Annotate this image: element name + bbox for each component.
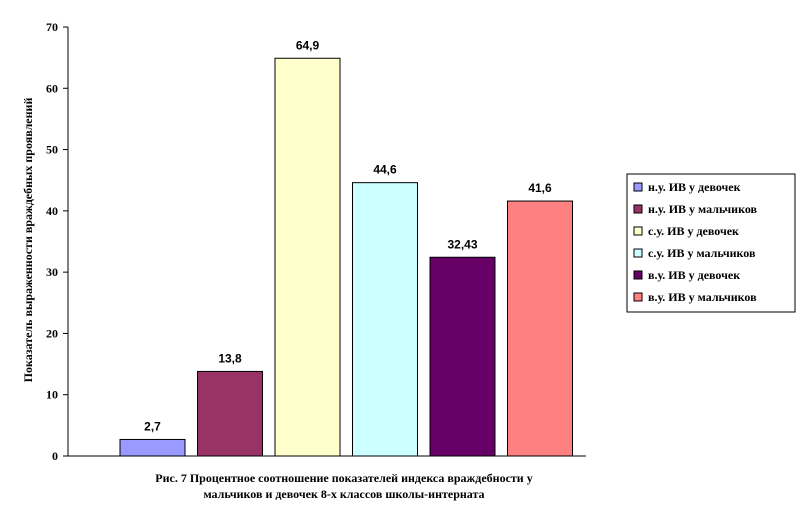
data-label: 44,6 — [373, 163, 397, 177]
legend-swatch — [633, 226, 643, 236]
data-label: 2,7 — [144, 419, 161, 433]
y-tick-label: 10 — [46, 388, 58, 402]
bar — [274, 57, 341, 457]
legend-entry: в.у. ИВ у мальчиков — [648, 290, 757, 304]
y-tick-label: 30 — [46, 265, 58, 279]
legend-swatch — [633, 204, 643, 214]
y-tick-label: 50 — [46, 143, 58, 157]
data-labels: 2,7 13,8 64,9 44,6 32,43 41,6 — [144, 38, 552, 433]
chart-caption: Рис. 7 Процентное соотношение показателе… — [155, 471, 532, 501]
bar — [197, 370, 263, 457]
legend-swatch — [633, 270, 643, 280]
data-label: 41,6 — [528, 181, 552, 195]
legend-swatch — [633, 182, 643, 192]
legend-box — [626, 173, 796, 313]
y-axis-label: Показатель выраженности враждебных прояв… — [21, 98, 35, 383]
legend: н.у. ИВ у девочек н.у. ИВ у мальчиков с.у.… — [626, 173, 796, 313]
data-label: 64,9 — [296, 38, 320, 52]
y-tick-label: 40 — [46, 204, 58, 218]
caption-line: мальчиков и девочек 8-х классов школы-ин… — [203, 487, 484, 501]
bars — [119, 57, 573, 457]
legend-entry: в.у. ИВ у девочек — [648, 268, 740, 282]
caption-line: Рис. 7 Процентное соотношение показателе… — [155, 471, 532, 485]
legend-swatch — [633, 248, 643, 258]
data-label: 32,43 — [447, 237, 477, 251]
bar — [352, 182, 418, 457]
bar — [507, 200, 573, 457]
y-tick-label: 60 — [46, 81, 58, 95]
y-ticks: 0 10 20 30 40 50 60 70 — [46, 20, 68, 463]
data-label: 13,8 — [218, 351, 242, 365]
legend-entry: с.у. ИВ у мальчиков — [648, 246, 756, 260]
y-tick-label: 0 — [52, 449, 58, 463]
y-tick-label: 20 — [46, 326, 58, 340]
bar — [429, 256, 496, 457]
legend-swatch — [633, 292, 643, 302]
legend-entry: н.у. ИВ у мальчиков — [648, 202, 758, 216]
bar — [119, 438, 186, 457]
legend-entry: н.у. ИВ у девочек — [648, 180, 741, 194]
y-tick-label: 70 — [46, 20, 58, 34]
legend-entry: с.у. ИВ у девочек — [648, 224, 739, 238]
